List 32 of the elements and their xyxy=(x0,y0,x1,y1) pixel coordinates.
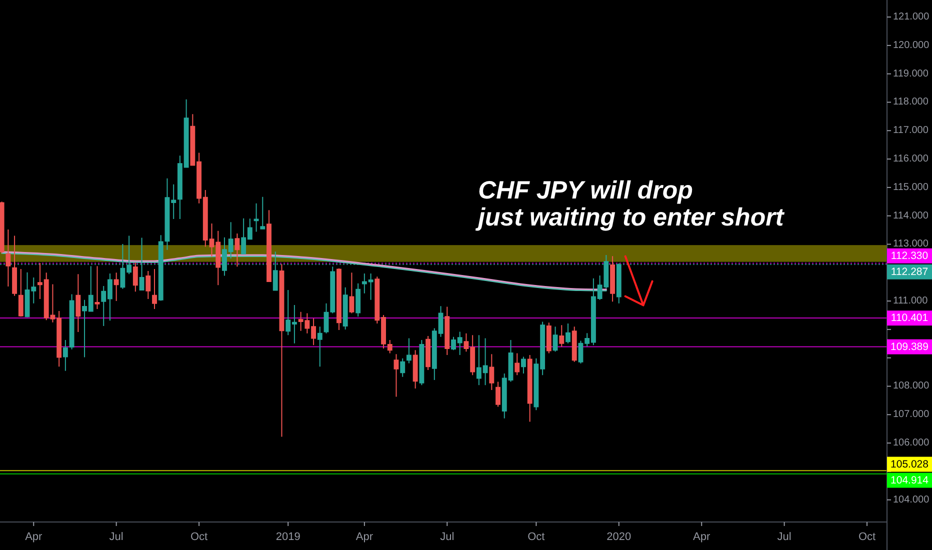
x-tick-label: Apr xyxy=(693,531,710,543)
y-tick-label: 118.000 xyxy=(893,96,929,108)
x-tick-label: Jul xyxy=(777,531,792,543)
y-tick-label: 114.000 xyxy=(893,210,929,222)
x-tick-label: Jul xyxy=(440,531,454,543)
y-tick-label: 104.000 xyxy=(893,494,930,506)
y-tick-label: 117.000 xyxy=(893,125,929,136)
y-tick-label: 113.000 xyxy=(893,238,929,250)
x-tick-label: Oct xyxy=(528,531,545,543)
x-tick-label: Jul xyxy=(109,531,124,543)
x-tick-label: Apr xyxy=(356,531,374,543)
y-tick-label: 107.000 xyxy=(893,409,930,420)
y-tick-label: 108.000 xyxy=(893,380,930,392)
y-tick-label: 111.000 xyxy=(893,296,928,307)
y-tick-label: 120.000 xyxy=(893,40,930,51)
ref-line-label: 105.028 xyxy=(890,458,929,470)
y-tick-label: 119.000 xyxy=(893,68,929,80)
y-tick-label: 116.000 xyxy=(893,154,929,165)
ref-line-label: 112.330 xyxy=(890,250,928,262)
x-tick-label: Oct xyxy=(858,531,876,543)
ref-line-label: 109.389 xyxy=(890,340,929,353)
annotation: CHF JPY will drop just waiting to enter short xyxy=(475,176,786,232)
ref-line-label: 112.287 xyxy=(890,266,928,278)
x-tick-label: Oct xyxy=(190,531,208,543)
x-tick-label: 2020 xyxy=(606,531,632,543)
ref-line-label: 110.401 xyxy=(890,312,928,324)
y-tick-label: 121.000 xyxy=(893,12,930,23)
y-tick-label: 106.000 xyxy=(893,438,930,449)
ref-line-label: 104.914 xyxy=(890,474,929,486)
x-tick-label: Apr xyxy=(25,531,43,543)
x-tick-label: 2019 xyxy=(276,531,300,543)
y-tick-label: 115.000 xyxy=(893,182,929,193)
